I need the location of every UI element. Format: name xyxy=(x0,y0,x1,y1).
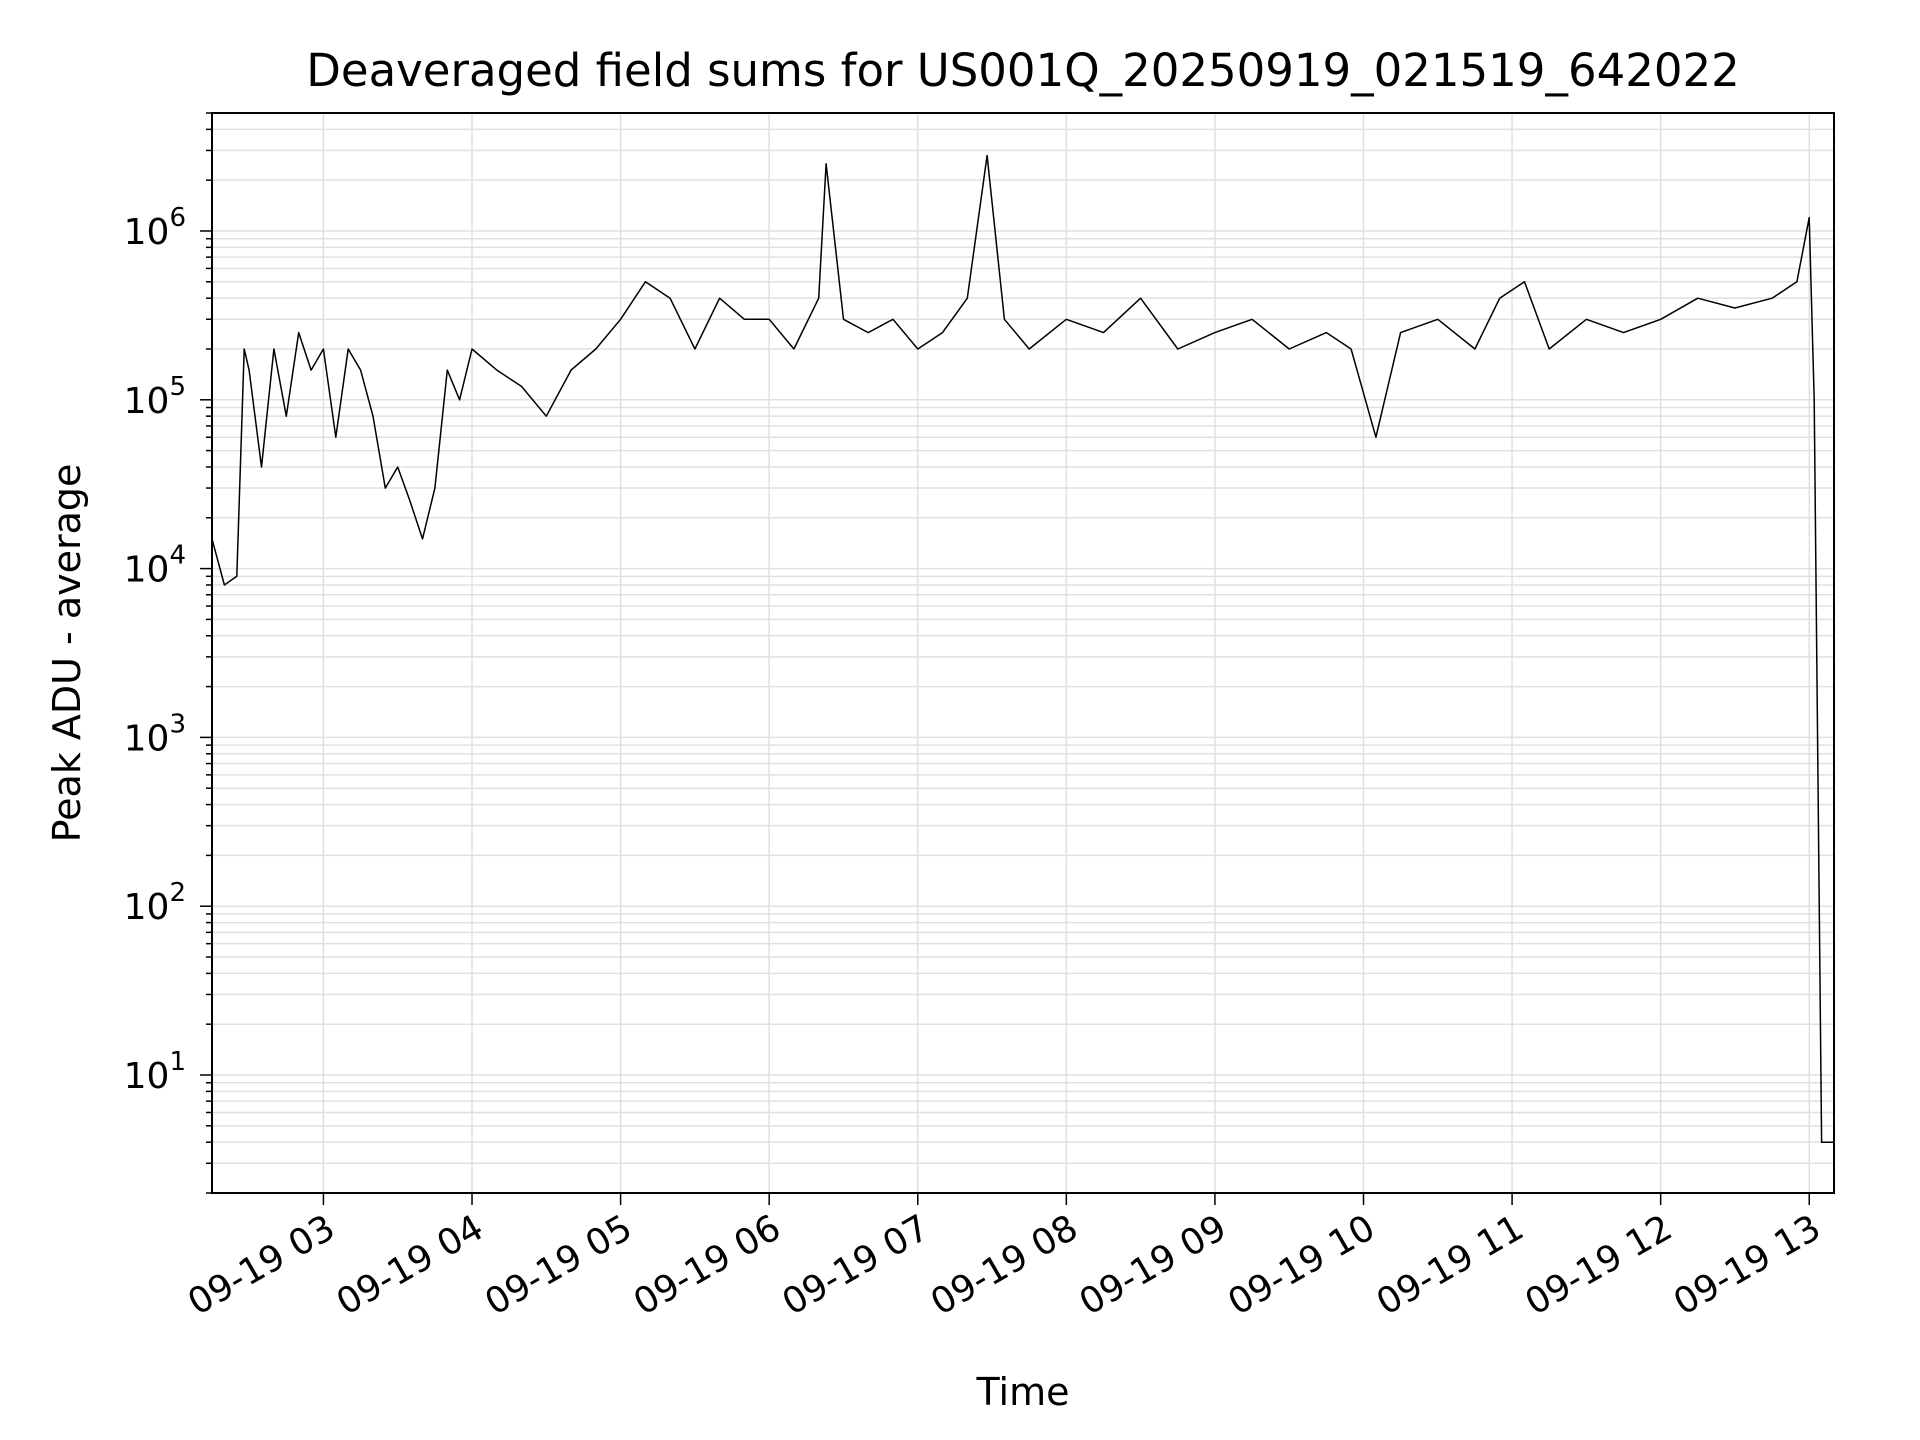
y-tick-label: 104 xyxy=(124,541,186,591)
y-tick-exponent: 1 xyxy=(169,1047,186,1077)
y-tick-exponent: 3 xyxy=(169,709,186,739)
chart-title: Deaveraged field sums for US001Q_2025091… xyxy=(306,44,1739,97)
series-layer xyxy=(211,154,1834,1143)
y-tick-label: 103 xyxy=(124,709,186,759)
y-tick-base: 10 xyxy=(124,887,170,928)
y-tick-base: 10 xyxy=(124,718,170,759)
x-axis-label: Time xyxy=(976,1370,1070,1414)
y-tick-exponent: 4 xyxy=(169,541,186,571)
y-tick-exponent: 6 xyxy=(169,203,186,233)
axes-frame xyxy=(211,112,1835,1194)
y-tick-label: 101 xyxy=(124,1047,186,1097)
y-tick-base: 10 xyxy=(124,1056,170,1097)
y-tick-base: 10 xyxy=(124,381,170,422)
y-tick-label: 105 xyxy=(124,372,186,422)
y-tick-exponent: 5 xyxy=(169,372,186,402)
y-tick-label: 102 xyxy=(124,878,186,928)
y-tick-exponent: 2 xyxy=(169,878,186,908)
series-line xyxy=(211,154,1834,1143)
y-tick-base: 10 xyxy=(124,212,170,253)
y-tick-label: 106 xyxy=(124,203,186,253)
y-tick-base: 10 xyxy=(124,550,170,591)
y-axis-label: Peak ADU - average xyxy=(45,464,89,843)
